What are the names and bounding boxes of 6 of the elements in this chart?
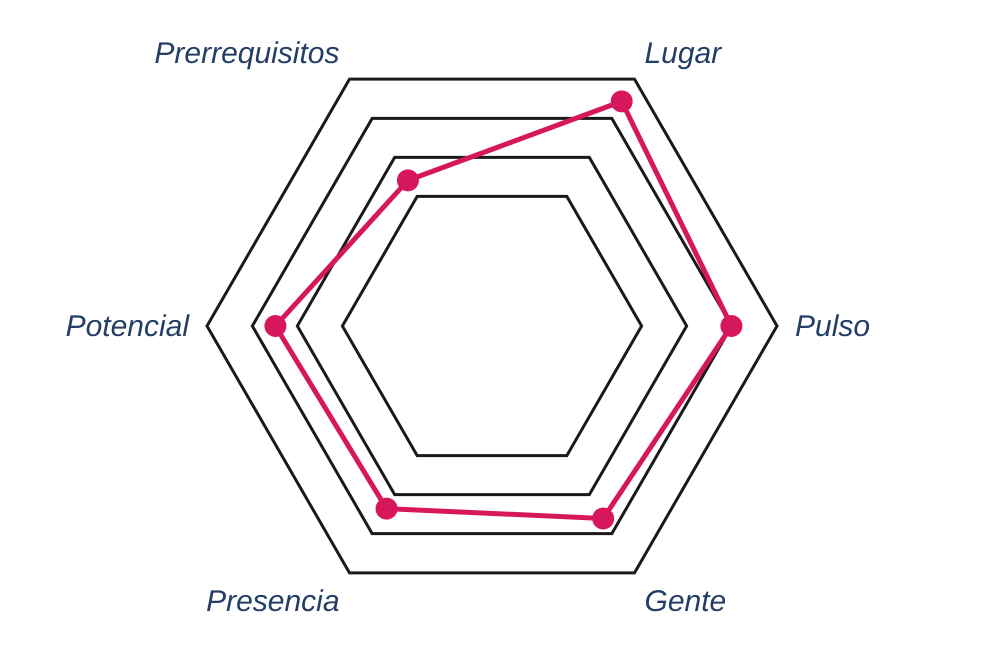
- spoke-label: Potencial: [66, 310, 190, 343]
- spoke-label: Gente: [644, 584, 726, 618]
- spoke-label: Presencia: [206, 584, 340, 618]
- spoke-label: Pulso: [795, 310, 870, 343]
- spoke-label: Lugar: [644, 37, 722, 70]
- spoke-label: Prerrequisitos: [154, 37, 340, 70]
